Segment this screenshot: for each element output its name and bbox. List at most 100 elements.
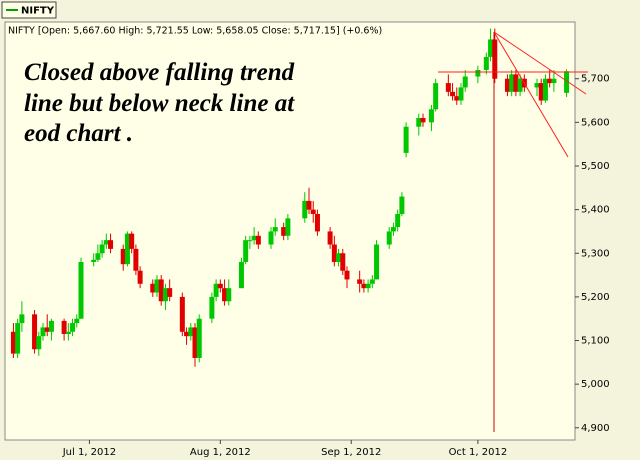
candle-body [504,78,510,92]
candle-body [302,200,308,219]
candle-body [483,56,489,70]
candle-body [10,331,16,354]
candle-body [124,233,130,265]
candle-body [213,283,219,297]
candle-body [78,261,84,319]
candle-body [344,270,350,280]
candle-body [61,320,67,334]
candle-body [314,213,320,232]
trend-lines [438,31,588,432]
candle-body [272,227,278,232]
candle-body [196,318,202,358]
x-tick-label: Aug 1, 2012 [190,447,251,458]
candle-body [184,331,190,337]
candle-body [91,259,97,262]
candle-body [48,320,54,332]
candle-body [103,240,109,245]
candle-body [44,327,50,332]
candle-body [416,117,422,127]
x-tick-label: Sep 1, 2012 [321,447,381,458]
candle-body [538,83,544,101]
y-tick-label: 5,200 [581,292,610,303]
candle-body [65,331,71,334]
candle-body [445,83,451,92]
candle-body [133,248,139,271]
candle-body [450,91,456,97]
candle-body [70,323,76,332]
candle-body [395,213,401,228]
candle-body [192,327,198,358]
candle-body [564,71,570,93]
legend-box [1,1,57,19]
legend-label: NIFTY [21,6,55,17]
y-tick-label: 5,500 [581,161,610,172]
candle-body [158,279,164,302]
candle-body [19,314,25,324]
candle-body [217,283,223,289]
candle-body [120,248,126,265]
candle-body [390,227,396,232]
candle-body [285,218,291,236]
candle-body [150,283,156,293]
candle-body [433,83,439,110]
candle-body [488,39,494,57]
candle-body [74,318,80,324]
candle-body [108,240,114,249]
y-tick-label: 5,700 [581,74,610,85]
candle-body [517,78,523,92]
candle-body [365,283,371,289]
candle-body [167,288,173,297]
candle-body [137,270,143,284]
candle-body [357,279,363,284]
candle-body [475,69,481,77]
candle-body [492,39,498,79]
candle-body [420,117,426,123]
candle-body [386,231,392,245]
y-tick-label: 5,400 [581,205,610,216]
y-tick-label: 5,000 [581,379,610,390]
candle-body [340,253,346,271]
candle-body [154,279,160,293]
candle-body [454,96,460,101]
candle-body [509,74,515,92]
candle-body [369,279,375,284]
candle-body [327,231,333,245]
annotation-line: eod chart . [24,120,133,147]
candle-body [547,78,553,84]
candle-body [243,240,249,262]
candle-body [281,227,287,236]
candle-body [188,327,194,337]
y-tick-label: 5,600 [581,117,610,128]
candle-body [458,87,464,101]
candle-body [336,253,342,262]
candle-body [331,244,337,262]
candle-body [534,83,540,88]
candle-body [40,327,46,337]
x-tick-label: Jul 1, 2012 [62,447,116,458]
candle-body [403,126,409,153]
candle-body [209,296,215,319]
annotation-line: line but below neck line at [24,90,295,117]
candle-body [428,109,434,123]
candle-body [238,261,244,289]
y-tick-label: 5,300 [581,248,610,259]
y-tick-label: 5,100 [581,336,610,347]
candle-body [306,200,312,210]
candle-body [95,253,101,260]
candle-body [129,233,135,249]
candle-body [32,314,38,350]
candle-body [542,78,548,101]
x-tick-label: Oct 1, 2012 [449,447,508,458]
candle-body [361,283,367,289]
candle-body [222,288,228,302]
candle-body [247,240,253,242]
candle-body [374,244,380,280]
candle-body [255,235,261,245]
candle-body [462,76,468,88]
candle-body [310,209,316,214]
candle-body [399,196,405,214]
candle-body [162,288,168,302]
candle-body [99,244,105,254]
candle-body [226,288,232,302]
